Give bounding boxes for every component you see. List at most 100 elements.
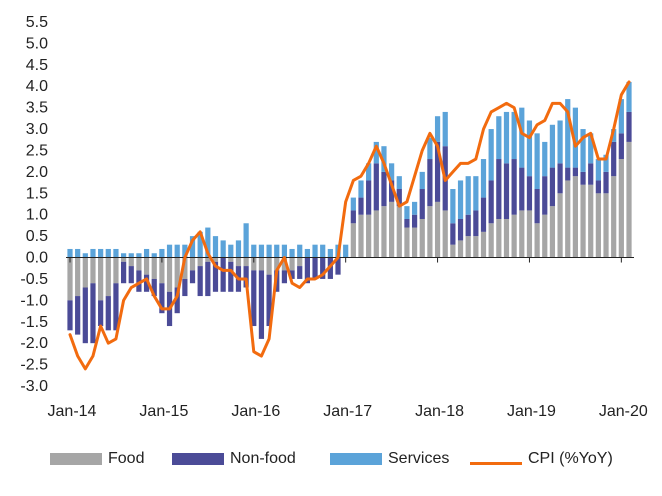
nonfood-bar-40 (373, 163, 379, 211)
services-bar-50 (450, 189, 456, 224)
services-bar-69 (595, 159, 601, 181)
cpi-contribution-chart: 5.5 5.0 4.5 4.0 3.5 3.0 2.5 2.0 1.5 1.0 0.5 0.0 -0.5… (20, 14, 647, 420)
food-bar-21 (228, 257, 234, 262)
food-bar-67 (580, 184, 586, 258)
nonfood-bar-12 (159, 283, 165, 314)
nonfood-bar-37 (350, 210, 356, 224)
food-bar-28 (281, 257, 288, 271)
services-bar-17 (197, 231, 203, 258)
x-tick-label: Jan-15 (139, 403, 188, 420)
services-bar-66 (572, 107, 578, 168)
services-bar-53 (473, 176, 479, 211)
nonfood-bar-38 (358, 197, 364, 215)
food-bar-16 (189, 257, 196, 271)
legend-swatch-services (330, 453, 382, 465)
services-bar-61 (534, 133, 540, 190)
legend: Food Non-food Services CPI (%YoY) (0, 446, 662, 476)
services-bar-18 (205, 227, 211, 258)
food-bar-5 (105, 257, 111, 297)
services-bar-31 (304, 248, 310, 258)
nonfood-bar-52 (465, 214, 471, 237)
y-axis-ticks: 5.5 5.0 4.5 4.0 3.5 3.0 2.5 2.0 1.5 1.0 0.5 0.0 -0.5… (20, 14, 48, 395)
x-tick-label: Jan-19 (507, 403, 556, 420)
food-bar-44 (404, 227, 410, 258)
x-tick-label: Jan-18 (415, 403, 464, 420)
food-bar-26 (266, 257, 272, 275)
nonfood-bar-32 (312, 257, 318, 279)
nonfood-bar-21 (228, 261, 234, 292)
food-bar-66 (572, 176, 578, 258)
food-bar-39 (366, 214, 372, 258)
nonfood-bar-23 (243, 266, 249, 288)
nonfood-bar-4 (98, 300, 104, 327)
food-bar-61 (534, 223, 540, 258)
y-tick-label: 1.5 (26, 185, 48, 202)
nonfood-bar-29 (289, 270, 295, 279)
nonfood-bar-64 (557, 163, 563, 194)
x-tick-label: Jan-17 (323, 403, 372, 420)
cpi-line (68, 80, 631, 371)
nonfood-bar-7 (121, 261, 127, 284)
services-bar-32 (312, 244, 318, 258)
food-bar-46 (419, 218, 425, 258)
services-bar-28 (281, 244, 288, 258)
nonfood-bar-72 (618, 133, 624, 160)
food-bar-11 (151, 257, 157, 279)
services-bar-57 (503, 111, 510, 164)
legend-item-food: Food (50, 450, 144, 468)
services-bar-70 (603, 154, 609, 172)
legend-label-nonfood: Non-food (230, 450, 296, 467)
services-bar-30 (297, 244, 303, 258)
y-tick-label: -2.0 (20, 335, 48, 352)
food-bar-51 (457, 240, 464, 258)
legend-swatch-cpi (470, 461, 522, 465)
services-bar-3 (90, 248, 96, 258)
nonfood-bar-9 (136, 270, 142, 292)
nonfood-bar-19 (212, 261, 219, 292)
food-bar-69 (595, 193, 601, 258)
food-bar-62 (542, 214, 548, 258)
services-bar-36 (343, 244, 349, 258)
services-bar-52 (465, 176, 471, 215)
services-bar-13 (166, 244, 173, 258)
food-bar-64 (557, 193, 563, 258)
services-bar-2 (82, 253, 88, 258)
nonfood-bar-55 (488, 180, 494, 224)
food-bar-65 (565, 180, 571, 258)
legend-label-cpi: CPI (%YoY) (528, 450, 613, 467)
services-bar-7 (121, 253, 127, 258)
food-bar-72 (618, 159, 624, 258)
services-bar-8 (128, 253, 134, 258)
food-bar-12 (159, 257, 165, 284)
food-bar-14 (174, 257, 180, 288)
nonfood-bar-44 (404, 218, 410, 228)
nonfood-bar-0 (67, 300, 73, 331)
nonfood-bar-48 (434, 141, 441, 202)
nonfood-bar-30 (297, 266, 303, 279)
food-bar-55 (488, 223, 494, 258)
food-bar-2 (82, 257, 88, 288)
services-bar-73 (626, 81, 632, 112)
services-bar-33 (320, 244, 326, 258)
food-bar-0 (67, 257, 73, 301)
services-bar-4 (98, 248, 104, 258)
services-bar-11 (151, 253, 157, 258)
food-bar-22 (235, 257, 242, 267)
legend-label-services: Services (388, 450, 450, 467)
food-bar-58 (511, 214, 517, 258)
food-bar-47 (427, 206, 433, 258)
nonfood-bar-25 (258, 270, 265, 339)
services-bar-29 (289, 248, 295, 258)
nonfood-bar-31 (304, 257, 310, 284)
nonfood-bar-66 (572, 167, 578, 177)
nonfood-bar-63 (549, 167, 556, 207)
nonfood-bar-58 (511, 159, 517, 215)
nonfood-bar-8 (128, 266, 134, 284)
services-bar-67 (580, 129, 586, 172)
y-tick-label: 2.0 (26, 164, 48, 181)
y-tick-label: -3.0 (20, 378, 48, 395)
services-bar-39 (366, 163, 372, 181)
nonfood-bar-6 (113, 283, 119, 331)
services-bar-14 (174, 244, 180, 258)
services-bar-64 (557, 120, 563, 164)
